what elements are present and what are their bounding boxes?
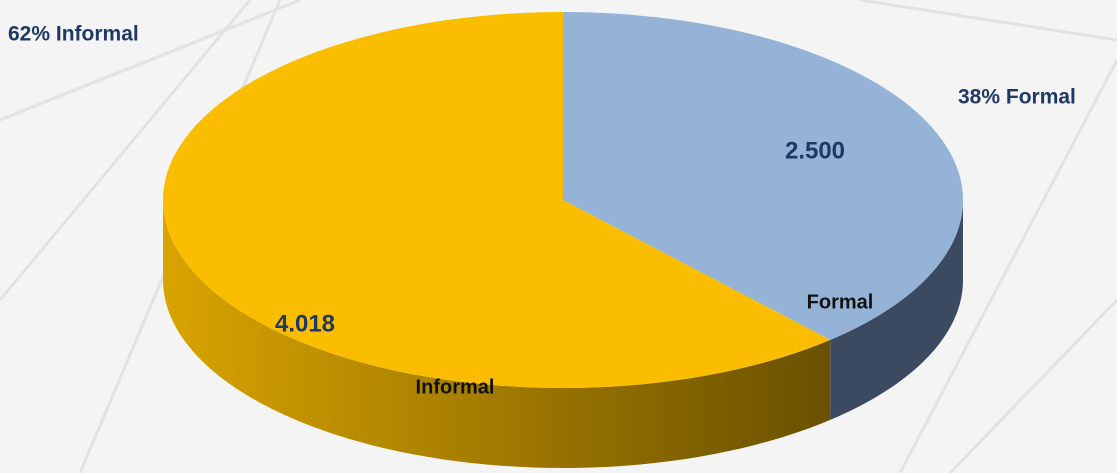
- category-label: Informal: [416, 376, 495, 398]
- value-label: 2.500: [785, 137, 845, 164]
- category-label: Formal: [807, 291, 874, 313]
- annotation: 62% Informal: [8, 23, 139, 46]
- annotation: 38% Formal: [958, 86, 1076, 109]
- value-label: 4.018: [275, 310, 335, 337]
- chart: 62% Informal 38% Formal 2.500 Formal 4.018…: [0, 0, 1117, 473]
- page: {"chart_data": {"type": "pie", "categori…: [0, 0, 1117, 473]
